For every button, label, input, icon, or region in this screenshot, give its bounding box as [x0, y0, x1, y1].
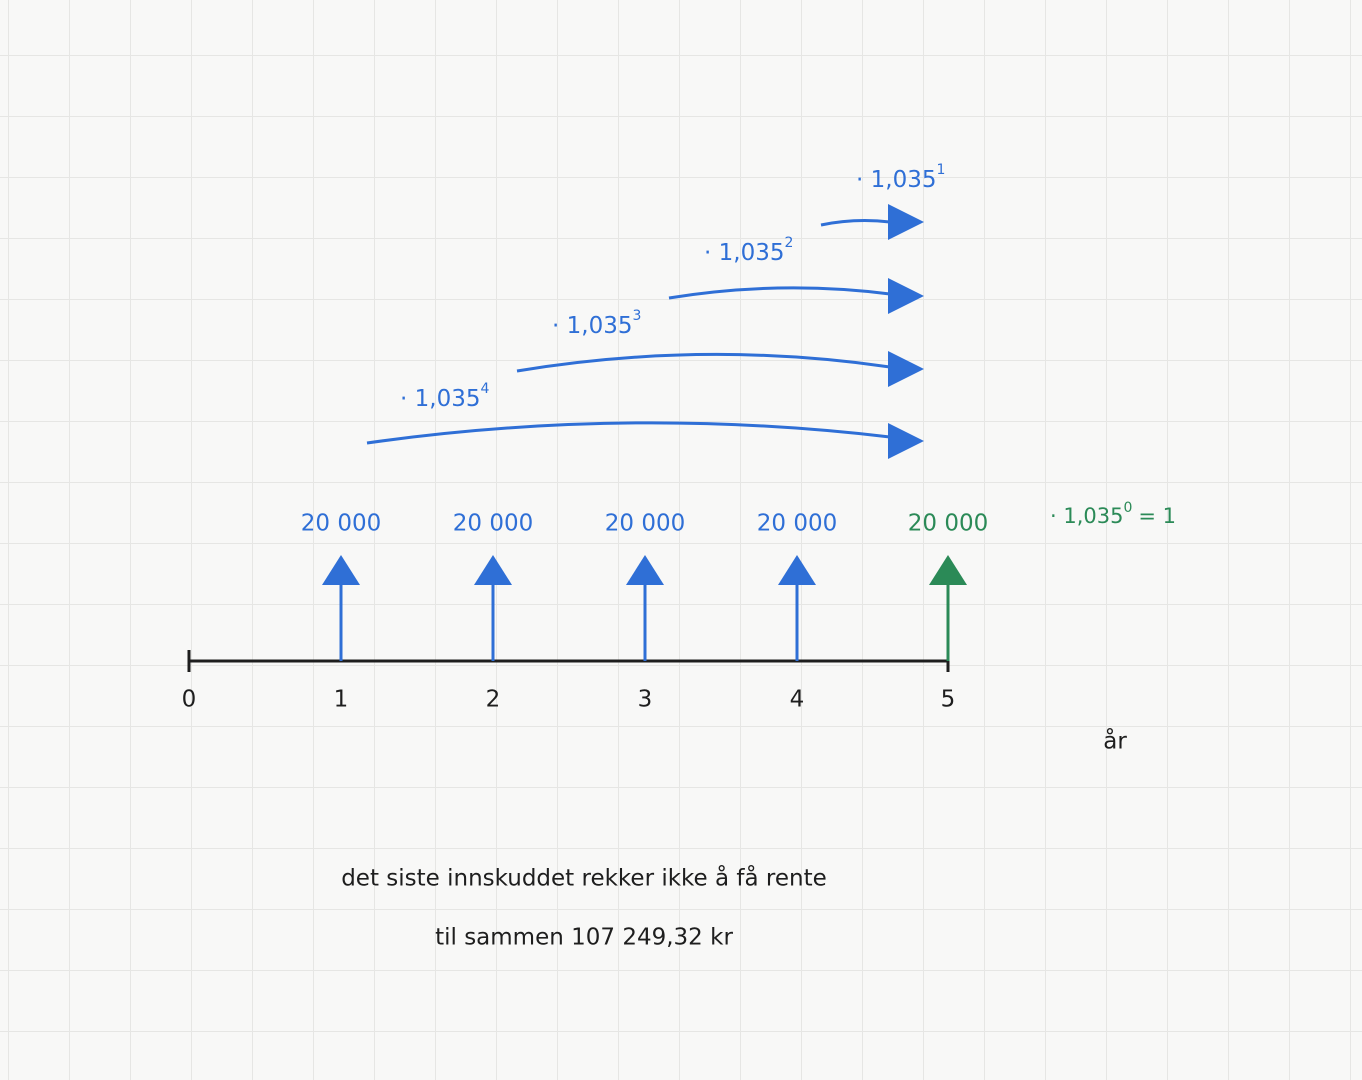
deposit-amount: 20 000 — [757, 511, 837, 537]
unit-label: år — [1103, 727, 1127, 755]
factor-exponent: 2 — [784, 235, 793, 251]
factor-base: · 1,035 — [704, 240, 784, 266]
deposit-head — [474, 555, 512, 585]
growth-head — [888, 278, 924, 314]
deposit-head — [322, 555, 360, 585]
factor-label: · 1,0352 — [704, 235, 793, 266]
deposit-head — [778, 555, 816, 585]
factor-exponent: 0 — [1123, 500, 1132, 516]
deposit-amount: 20 000 — [453, 511, 533, 537]
tick-label: 2 — [486, 687, 501, 713]
factor-base: · 1,035 — [856, 167, 936, 193]
deposit-amount: 20 000 — [908, 511, 988, 537]
growth-head — [888, 204, 924, 240]
factor-exponent: 1 — [936, 162, 945, 178]
deposit-amount: 20 000 — [605, 511, 685, 537]
growth-head — [888, 351, 924, 387]
tick-labels: 0 1 2 3 4 5 — [182, 687, 956, 713]
growth-heads — [888, 204, 924, 459]
factor-base: · 1,035 — [400, 386, 480, 412]
factor-exponent: 3 — [632, 308, 641, 324]
factor-label: · 1,0354 — [400, 381, 489, 412]
deposit-amount: 20 000 — [301, 511, 381, 537]
growth-curves — [366, 219, 891, 445]
factor-label: · 1,0351 — [856, 162, 945, 193]
tick-label: 0 — [182, 687, 197, 713]
factor-base: · 1,035 — [1050, 504, 1123, 528]
note: til sammen 107 249,32 kr — [435, 925, 733, 951]
factor-base: · 1,035 — [552, 313, 632, 339]
deposit-head — [626, 555, 664, 585]
tick-label: 5 — [941, 687, 956, 713]
factor-result: = 1 — [1138, 504, 1176, 528]
growth-curve — [366, 421, 891, 445]
note: det siste innskuddet rekker ikke å få re… — [341, 864, 827, 892]
growth-curve — [668, 286, 891, 300]
deposit-arrows — [322, 555, 967, 661]
factor-exponent: 4 — [480, 381, 489, 397]
deposit-head — [929, 555, 967, 585]
growth-curve — [820, 219, 891, 227]
growth-curve — [516, 352, 891, 373]
tick-label: 1 — [334, 687, 349, 713]
factor-labels: · 1,0354 · 1,0353 · 1,0352 · 1,0351 — [400, 162, 945, 412]
growth-head — [888, 423, 924, 459]
last-factor-label: · 1,0350 = 1 — [1050, 500, 1176, 528]
deposit-labels: 20 000 20 000 20 000 20 000 20 000 — [301, 511, 988, 537]
factor-label: · 1,0353 — [552, 308, 641, 339]
tick-label: 4 — [790, 687, 805, 713]
tick-label: 3 — [638, 687, 653, 713]
